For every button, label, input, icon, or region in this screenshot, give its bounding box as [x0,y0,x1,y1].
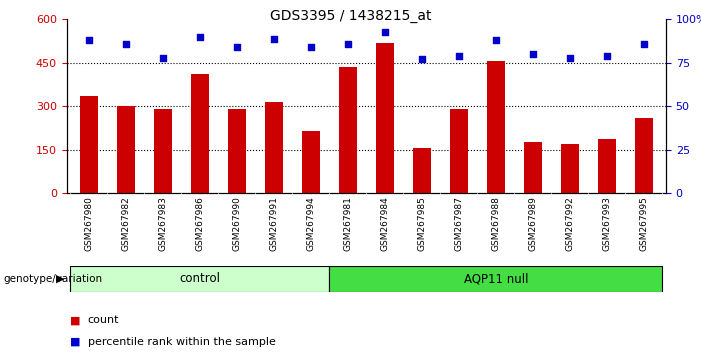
Text: control: control [179,272,220,285]
Bar [329,266,662,292]
Text: GSM267981: GSM267981 [343,196,353,251]
Point [564,55,576,61]
Bar [376,42,394,193]
Text: GSM267988: GSM267988 [491,196,501,251]
Bar [154,109,172,193]
Text: GSM267982: GSM267982 [121,196,130,251]
Point [601,53,613,59]
Point [379,29,390,34]
Text: GSM267984: GSM267984 [380,196,389,251]
Text: GSM267995: GSM267995 [639,196,648,251]
Text: GSM267986: GSM267986 [196,196,204,251]
Text: GSM267983: GSM267983 [158,196,168,251]
Point [527,51,538,57]
Point [342,41,353,47]
Bar [524,142,542,193]
Bar [634,118,653,193]
Point [638,41,649,47]
Text: genotype/variation: genotype/variation [4,274,102,284]
Text: ▶: ▶ [56,274,64,284]
Bar [79,96,98,193]
Point [453,53,464,59]
Text: GSM267990: GSM267990 [232,196,241,251]
Bar [412,148,431,193]
Point [157,55,168,61]
Text: GSM267994: GSM267994 [306,196,315,251]
Point [305,44,316,50]
Text: ■: ■ [70,337,81,347]
Point [268,36,280,41]
Bar [264,102,283,193]
Point [120,41,131,47]
Bar [486,61,505,193]
Bar [191,74,209,193]
Bar [301,131,320,193]
Text: count: count [88,315,119,325]
Point [416,57,428,62]
Bar [597,139,616,193]
Point [490,38,501,43]
Text: ■: ■ [70,315,81,325]
Text: GDS3395 / 1438215_at: GDS3395 / 1438215_at [270,9,431,23]
Bar [228,109,246,193]
Text: GSM267992: GSM267992 [565,196,574,251]
Point [194,34,205,40]
Bar [339,67,357,193]
Text: GSM267985: GSM267985 [417,196,426,251]
Bar [116,106,135,193]
Text: GSM267980: GSM267980 [84,196,93,251]
Bar [70,266,329,292]
Text: AQP11 null: AQP11 null [463,272,528,285]
Text: GSM267987: GSM267987 [454,196,463,251]
Point [231,44,243,50]
Text: GSM267991: GSM267991 [269,196,278,251]
Text: GSM267989: GSM267989 [529,196,537,251]
Point [83,38,95,43]
Bar [561,144,579,193]
Text: percentile rank within the sample: percentile rank within the sample [88,337,275,347]
Text: GSM267993: GSM267993 [602,196,611,251]
Bar [449,109,468,193]
